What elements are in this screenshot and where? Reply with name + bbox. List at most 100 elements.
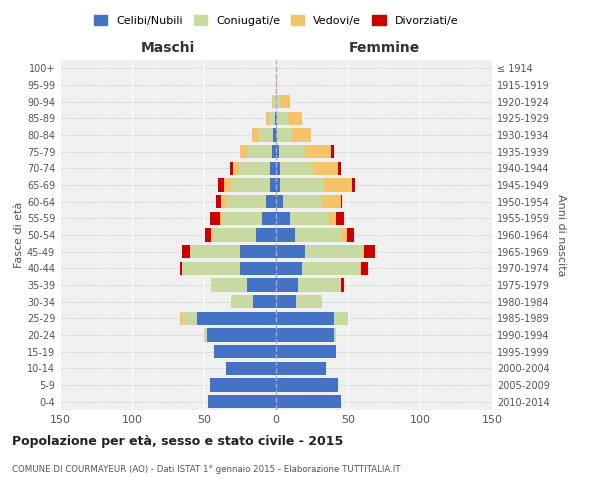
Bar [207,328,276,342]
Bar [279,145,305,158]
Bar [305,145,331,158]
Bar [275,112,276,125]
Bar [211,228,212,241]
Bar [223,212,262,225]
Bar [295,228,341,241]
Bar [247,145,272,158]
Bar [283,195,322,208]
Bar [276,278,298,291]
Bar [276,378,338,392]
Bar [362,245,364,258]
Bar [232,295,253,308]
Bar [276,128,277,141]
Bar [292,128,311,141]
Bar [305,245,362,258]
Bar [334,312,348,325]
Bar [179,312,182,325]
Bar [221,195,227,208]
Bar [210,378,276,392]
Bar [331,145,334,158]
Bar [179,262,182,275]
Bar [287,112,302,125]
Bar [276,145,279,158]
Text: COMUNE DI COURMAYEUR (AO) - Dati ISTAT 1° gennaio 2015 - Elaborazione TUTTITALIA: COMUNE DI COURMAYEUR (AO) - Dati ISTAT 1… [12,465,401,474]
Bar [190,245,240,258]
Legend: Celibi/Nubili, Coniugati/e, Vedovi/e, Divorziati/e: Celibi/Nubili, Coniugati/e, Vedovi/e, Di… [89,10,463,30]
Bar [204,328,207,342]
Bar [334,328,337,342]
Bar [218,178,224,192]
Bar [256,228,276,241]
Bar [323,178,352,192]
Bar [224,178,232,192]
Bar [212,228,256,241]
Bar [337,212,344,225]
Bar [302,262,359,275]
Y-axis label: Anni di nascita: Anni di nascita [556,194,566,276]
Bar [276,395,341,408]
Bar [273,95,276,108]
Bar [232,178,270,192]
Bar [269,112,275,125]
Bar [352,178,355,192]
Bar [266,195,276,208]
Bar [276,245,305,258]
Bar [276,95,280,108]
Bar [262,212,276,225]
Bar [347,228,354,241]
Bar [338,162,341,175]
Bar [226,362,276,375]
Bar [233,162,239,175]
Bar [322,195,341,208]
Bar [276,212,290,225]
Bar [272,95,273,108]
Bar [266,112,269,125]
Bar [276,328,334,342]
Bar [277,112,287,125]
Bar [280,95,290,108]
Bar [276,195,283,208]
Bar [205,228,211,241]
Bar [240,145,247,158]
Bar [298,278,341,291]
Bar [329,212,337,225]
Text: Femmine: Femmine [349,41,419,55]
Bar [272,145,276,158]
Bar [280,162,313,175]
Bar [239,162,270,175]
Bar [359,262,361,275]
Bar [214,345,276,358]
Bar [210,212,220,225]
Bar [220,212,223,225]
Bar [276,312,334,325]
Bar [280,178,323,192]
Bar [247,278,276,291]
Text: Maschi: Maschi [141,41,195,55]
Text: Popolazione per età, sesso e stato civile - 2015: Popolazione per età, sesso e stato civil… [12,435,343,448]
Bar [211,278,247,291]
Bar [208,395,276,408]
Bar [276,162,280,175]
Bar [341,278,344,291]
Bar [364,245,376,258]
Y-axis label: Fasce di età: Fasce di età [14,202,24,268]
Bar [182,262,240,275]
Bar [197,312,276,325]
Bar [240,262,276,275]
Bar [290,212,329,225]
Bar [276,112,277,125]
Bar [270,162,276,175]
Bar [276,78,277,92]
Bar [182,312,197,325]
Bar [313,162,338,175]
Bar [259,128,273,141]
Bar [276,362,326,375]
Bar [273,128,276,141]
Bar [276,228,295,241]
Bar [277,128,292,141]
Bar [276,295,296,308]
Bar [253,295,276,308]
Bar [361,262,368,275]
Bar [341,228,347,241]
Bar [230,162,233,175]
